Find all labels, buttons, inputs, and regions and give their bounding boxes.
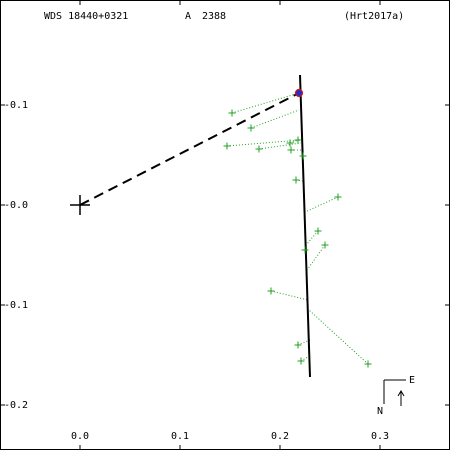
observation-point <box>247 124 255 132</box>
y-tick-label: -0.1 <box>4 300 28 311</box>
x-tick-label: 0.0 <box>71 431 89 442</box>
residual-line <box>305 230 319 246</box>
observation-point <box>228 109 236 117</box>
residual-line <box>250 109 300 129</box>
observation-point <box>314 227 322 235</box>
residual-line <box>304 196 339 213</box>
observation-point <box>321 241 329 249</box>
observation-markers <box>223 109 372 368</box>
motion-arrow-icon <box>397 390 405 406</box>
primary-star-marker <box>70 195 90 215</box>
reference-code: (Hrt2017a) <box>344 11 404 22</box>
compass-north-label: N <box>377 406 383 417</box>
y-tick-label: -0.0 <box>4 200 28 211</box>
compass-east-label: E <box>409 375 415 386</box>
observation-point <box>294 136 302 144</box>
residual-line <box>308 309 369 365</box>
observation-point <box>297 357 305 365</box>
catalog-number: 2388 <box>202 11 226 22</box>
observation-point <box>334 193 342 201</box>
compass: E N <box>377 375 415 417</box>
residual-line <box>270 290 309 301</box>
x-axis-ticks: 0.0 0.1 0.2 0.3 <box>71 1 389 449</box>
x-tick-label: 0.2 <box>271 431 289 442</box>
observation-point <box>287 146 295 154</box>
observation-point <box>267 287 275 295</box>
component-label: A <box>185 11 191 22</box>
latest-measurement-marker <box>294 88 304 98</box>
y-axis-ticks: -0.1 -0.0 -0.1 -0.2 <box>1 100 449 411</box>
line-of-nodes <box>79 92 300 206</box>
y-tick-label: -0.2 <box>4 400 28 411</box>
residual-line <box>306 244 326 271</box>
residual-line <box>226 139 302 147</box>
primary-star-cross <box>70 195 90 215</box>
star-designation: WDS 18440+0321 <box>44 11 128 22</box>
orbit-track <box>299 74 311 378</box>
residual-lines <box>226 92 369 365</box>
observation-point <box>299 152 307 160</box>
y-tick-label: -0.1 <box>4 100 28 111</box>
observation-point <box>286 139 294 147</box>
x-tick-label: 0.3 <box>371 431 389 442</box>
observation-point <box>294 341 302 349</box>
observation-point <box>364 360 372 368</box>
observation-point <box>255 145 263 153</box>
residual-line <box>258 142 302 150</box>
x-tick-label: 0.1 <box>171 431 189 442</box>
observation-point <box>301 246 309 254</box>
observation-point <box>292 176 300 184</box>
residual-line <box>297 339 311 346</box>
observation-point <box>223 142 231 150</box>
